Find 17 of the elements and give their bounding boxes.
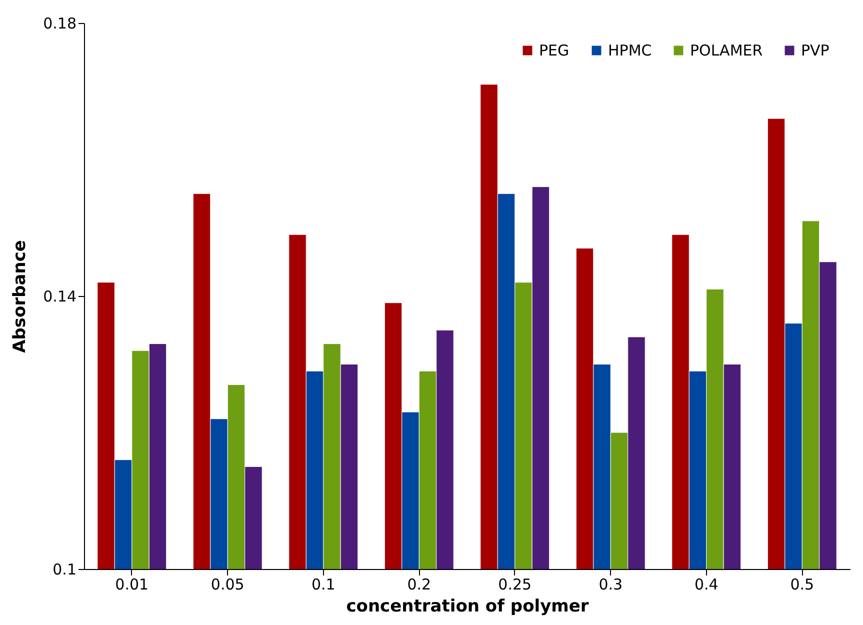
x-tick-label: 0.1 [311, 576, 336, 594]
x-tick-label: 0.4 [694, 576, 718, 594]
y-tick-label: 0.14 [43, 288, 76, 306]
y-tick-label: 0.18 [43, 14, 76, 32]
x-tick-label: 0.25 [498, 576, 532, 594]
x-axis-title: concentration of polymer [346, 596, 590, 616]
legend-label: HPMC [608, 42, 652, 60]
y-tick-label: 0.1 [52, 560, 76, 578]
legend-label: POLAMER [690, 42, 763, 60]
x-tick-label: 0.3 [598, 576, 623, 594]
y-axis-title: Absorbance [10, 240, 30, 353]
x-tick-label: 0.5 [790, 576, 814, 594]
legend-label: PEG [539, 42, 570, 60]
x-tick-label: 0.05 [210, 576, 244, 594]
legend-label: PVP [801, 42, 830, 60]
x-tick-label: 0.01 [115, 576, 149, 594]
x-tick-label: 0.2 [407, 576, 432, 594]
